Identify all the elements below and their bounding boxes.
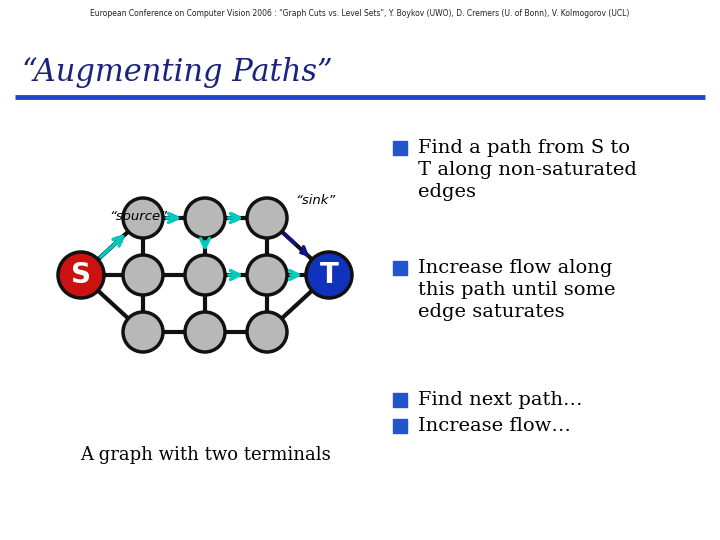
Text: A graph with two terminals: A graph with two terminals <box>80 446 330 464</box>
Circle shape <box>123 255 163 295</box>
Text: Increase flow along: Increase flow along <box>418 259 613 277</box>
Circle shape <box>247 312 287 352</box>
Circle shape <box>247 198 287 238</box>
Text: Find next path…: Find next path… <box>418 391 582 409</box>
Text: edge saturates: edge saturates <box>418 303 564 321</box>
Circle shape <box>58 252 104 298</box>
Text: S: S <box>71 261 91 289</box>
Text: edges: edges <box>418 183 476 201</box>
Text: T: T <box>320 261 338 289</box>
Text: Find a path from S to: Find a path from S to <box>418 139 630 157</box>
Circle shape <box>123 198 163 238</box>
Circle shape <box>123 312 163 352</box>
Text: “Augmenting Paths”: “Augmenting Paths” <box>22 57 333 88</box>
Text: “source”: “source” <box>109 211 167 224</box>
Text: Increase flow…: Increase flow… <box>418 417 571 435</box>
Text: T along non-saturated: T along non-saturated <box>418 161 637 179</box>
Text: European Conference on Computer Vision 2006 : "Graph Cuts vs. Level Sets", Y. Bo: European Conference on Computer Vision 2… <box>90 9 630 18</box>
Text: this path until some: this path until some <box>418 281 616 299</box>
Text: “sink”: “sink” <box>295 193 336 206</box>
Circle shape <box>247 255 287 295</box>
Circle shape <box>185 312 225 352</box>
Circle shape <box>185 198 225 238</box>
Circle shape <box>185 255 225 295</box>
Circle shape <box>306 252 352 298</box>
